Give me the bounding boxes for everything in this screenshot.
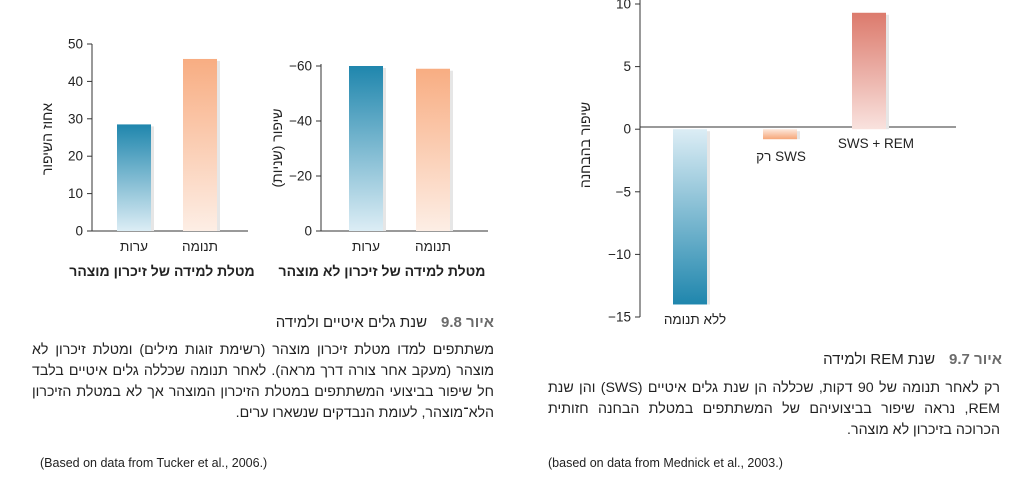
y-tick-label: 30 [68,111,83,126]
bar-shadow [383,68,386,231]
y-tick-label: −20 [289,169,312,184]
bar [416,68,450,231]
y-tick-label: 50 [68,37,83,52]
y-tick-label: 10 [68,186,83,201]
figure-9-7-title: איור 9.7 שנת REM ולמידה [823,351,1002,368]
figure-number: איור 9.7 [949,351,1002,368]
y-axis-label: שיפור (שניות) [269,108,285,187]
y-tick-label: −15 [608,310,631,325]
chart-subtitle: מטלת למידה של זיכרון לא מוצהר [279,263,486,279]
category-label: תנומה [415,239,451,254]
y-tick-label: 40 [68,74,83,89]
chart-nondeclarative: 0 −20 −40 −60 תנומה ערות שיפור (שניות) מטלת … [269,59,488,279]
figure-title: שנת REM ולמידה [823,351,936,368]
y-tick-label: 20 [68,149,83,164]
bar-shadow [450,70,453,231]
category-label: רק SWS [756,149,806,164]
bar [852,12,886,130]
y-axis-label: שיפור בהבחנה [577,102,593,188]
y-tick-label: −60 [289,59,312,74]
y-tick-label: 5 [623,59,631,74]
bar-shadow [217,60,220,232]
figure-9-8-caption: משתתפים למדו מטלת זיכרון מוצהר (רשימת זו… [32,342,494,421]
y-tick-label: 0 [623,122,631,137]
figure-title: שנת גלים איטיים ולמידה [275,314,428,331]
bar [349,66,383,231]
bar [117,124,151,231]
bar [763,129,797,140]
bar-shadow [797,131,800,140]
bar-shadow [886,14,889,130]
chart-subtitle: מטלת למידה של זיכרון מוצהר [69,263,254,279]
figure-9-8-source: (Based on data from Tucker et al., 2006.… [40,456,268,470]
figure-9-7-caption: רק לאחר תנומה של 90 דקות, שכללה הן שנת ג… [548,380,1001,438]
y-tick-label: 0 [75,224,83,239]
category-label: ללא תנומה [664,312,726,327]
bar-shadow [151,126,154,231]
chart-declarative: 0 10 20 30 40 50 תנומה ערות אחוז השיפור מטלת ל… [39,37,255,280]
chart-rem: −15 −10 −5 0 5 10 ללא תנומה רק SWS SWS + REM שי… [577,0,956,327]
bar-shadow [707,131,710,305]
category-label: SWS + REM [838,136,914,151]
category-label: ערות [120,239,148,254]
bar [673,129,707,305]
figure-9-7-source: (based on data from Mednick et al., 2003… [548,456,783,470]
bar [183,58,217,232]
y-tick-label: −40 [289,114,312,129]
figure-number: איור 9.8 [441,314,494,331]
category-label: ערות [352,239,380,254]
category-label: תנומה [182,239,218,254]
y-tick-label: −10 [608,247,631,262]
y-tick-label: 10 [616,0,631,12]
y-axis-label: אחוז השיפור [39,103,55,175]
y-tick-label: −5 [616,184,631,199]
figure-9-8-title: איור 9.8 שנת גלים איטיים ולמידה [276,314,494,331]
y-tick-label: 0 [304,224,312,239]
